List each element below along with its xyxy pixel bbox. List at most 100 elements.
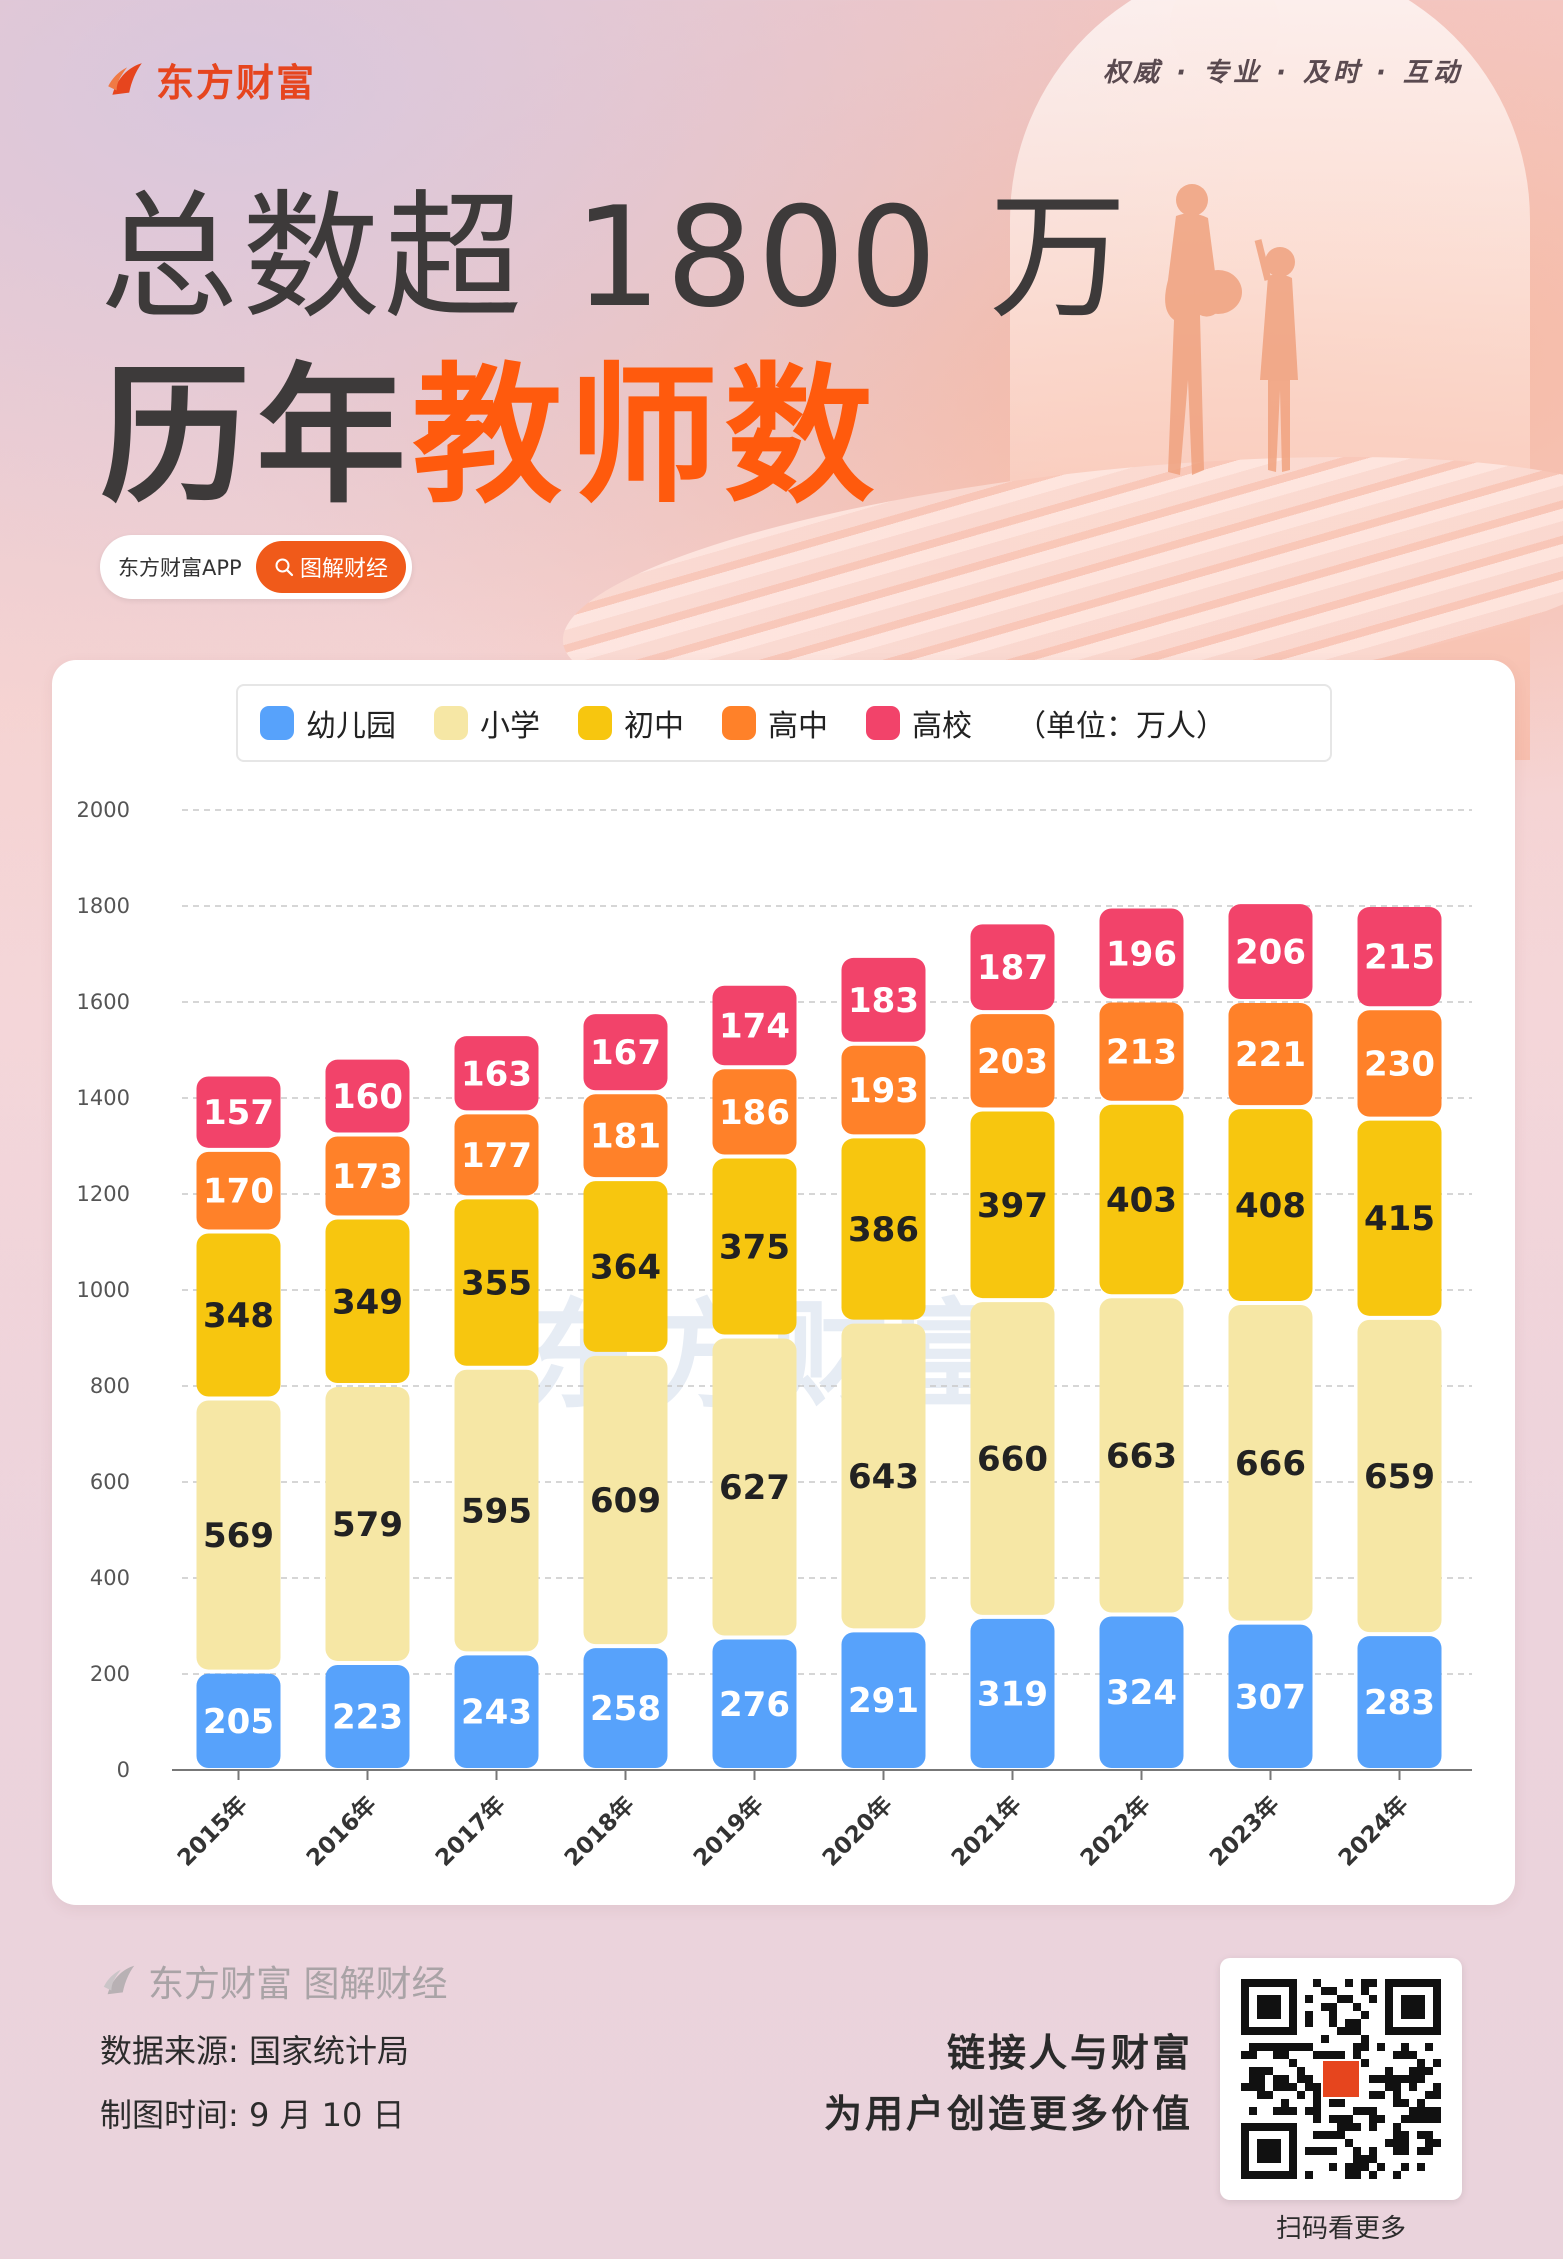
qr-module — [1249, 2107, 1257, 2115]
legend-unit: （单位：万人） — [1016, 709, 1226, 744]
bar-segment — [712, 1338, 797, 1636]
bar-segment — [196, 1673, 281, 1768]
qr-module — [1345, 2139, 1353, 2147]
qr-module — [1345, 2171, 1353, 2179]
qr-module — [1345, 2019, 1353, 2027]
qr-module — [1281, 2107, 1289, 2115]
data-label: 324 — [1106, 1673, 1177, 1713]
bar-segment — [1357, 1636, 1442, 1768]
qr-finder — [1401, 1995, 1425, 2019]
data-label: 403 — [1106, 1181, 1177, 1221]
data-label: 643 — [848, 1457, 919, 1497]
qr-module — [1329, 2003, 1337, 2011]
category-button[interactable]: 图解财经 — [256, 541, 406, 593]
data-label: 173 — [332, 1157, 403, 1197]
footer-brand-text: 东方财富 图解财经 — [148, 1964, 448, 2005]
tagline-2: 为用户创造更多价值 — [823, 2092, 1193, 2136]
qr-module — [1297, 2043, 1305, 2051]
qr-module — [1369, 1995, 1377, 2003]
qr-module — [1353, 2155, 1361, 2163]
qr-module — [1249, 2051, 1257, 2059]
qr-module — [1409, 2067, 1417, 2075]
app-pill[interactable]: 东方财富APP 图解财经 — [100, 535, 412, 599]
data-label: 205 — [203, 1702, 274, 1742]
qr-module — [1273, 2051, 1281, 2059]
qr-module — [1313, 2115, 1321, 2123]
qr-module — [1353, 2027, 1361, 2035]
qr-module — [1289, 2043, 1297, 2051]
data-label: 663 — [1106, 1436, 1177, 1476]
data-label: 666 — [1235, 1444, 1306, 1484]
qr-module — [1265, 2067, 1273, 2075]
qr-module — [1305, 2043, 1313, 2051]
legend-swatch — [260, 706, 294, 740]
qr-finder — [1257, 1995, 1281, 2019]
qr-module — [1329, 2011, 1337, 2019]
bar-segment — [454, 1369, 539, 1652]
qr-module — [1257, 2091, 1265, 2099]
bar-segment — [325, 1059, 410, 1133]
qr-module — [1337, 2131, 1345, 2139]
bar-segment — [196, 1400, 281, 1670]
data-label: 627 — [719, 1468, 790, 1508]
qr-module — [1305, 2171, 1313, 2179]
qr-module — [1313, 2083, 1321, 2091]
data-label: 160 — [332, 1077, 403, 1117]
y-tick-label: 400 — [90, 1566, 130, 1590]
data-label: 183 — [848, 981, 919, 1021]
qr-module — [1425, 2131, 1433, 2139]
teacher-student-silhouette-icon — [1165, 184, 1298, 475]
bar-segment — [712, 985, 797, 1066]
qr-module — [1401, 2099, 1409, 2107]
qr-module — [1273, 2043, 1281, 2051]
qr-module — [1393, 2083, 1401, 2091]
data-label: 203 — [977, 1042, 1048, 1082]
slogan: 权威 · 专业 · 及时 · 互动 — [1103, 58, 1463, 88]
qr-module — [1257, 2067, 1265, 2075]
qr-code[interactable] — [1220, 1958, 1462, 2200]
qr-module — [1401, 2163, 1409, 2171]
qr-module — [1385, 2075, 1393, 2083]
legend-swatch — [434, 706, 468, 740]
qr-module — [1433, 2115, 1441, 2123]
legend-label: 幼儿园 — [306, 709, 396, 744]
data-label: 364 — [590, 1247, 661, 1287]
bar-segment — [1357, 1319, 1442, 1633]
x-tick-label: 2021年 — [946, 1791, 1027, 1872]
data-label: 181 — [590, 1117, 661, 1157]
qr-module — [1265, 2091, 1273, 2099]
bar-segment — [970, 1014, 1055, 1108]
qr-module — [1289, 2059, 1297, 2067]
qr-module — [1361, 2043, 1369, 2051]
qr-module — [1329, 2115, 1337, 2123]
x-tick-label: 2019年 — [688, 1791, 769, 1872]
data-label: 660 — [977, 1439, 1048, 1479]
data-label: 307 — [1235, 1677, 1306, 1717]
bar-segment — [583, 1355, 668, 1645]
qr-finder — [1257, 2139, 1281, 2163]
qr-module — [1417, 2107, 1425, 2115]
qr-module — [1425, 2043, 1433, 2051]
qr-module — [1305, 2083, 1313, 2091]
qr-module — [1297, 2075, 1305, 2083]
bar-segment — [454, 1114, 539, 1196]
qr-module — [1329, 2163, 1337, 2171]
qr-module — [1369, 2075, 1377, 2083]
qr-module — [1313, 2099, 1321, 2107]
qr-code-icon — [1241, 1979, 1441, 2179]
qr-module — [1345, 1995, 1353, 2003]
data-label: 230 — [1364, 1044, 1435, 1084]
x-tick-label: 2022年 — [1075, 1791, 1156, 1872]
data-label: 348 — [203, 1296, 274, 1336]
qr-module — [1313, 2091, 1321, 2099]
bar-segment — [1357, 1120, 1442, 1316]
brand-logo: 东方财富 — [104, 52, 316, 107]
bar-segment — [1357, 1010, 1442, 1117]
brand-logo-icon — [108, 62, 142, 95]
qr-module — [1353, 2123, 1361, 2131]
data-label: 221 — [1235, 1035, 1306, 1075]
qr-module — [1353, 2107, 1361, 2115]
qr-module — [1281, 2075, 1289, 2083]
qr-module — [1249, 2075, 1257, 2083]
bar-segment — [970, 1111, 1055, 1299]
